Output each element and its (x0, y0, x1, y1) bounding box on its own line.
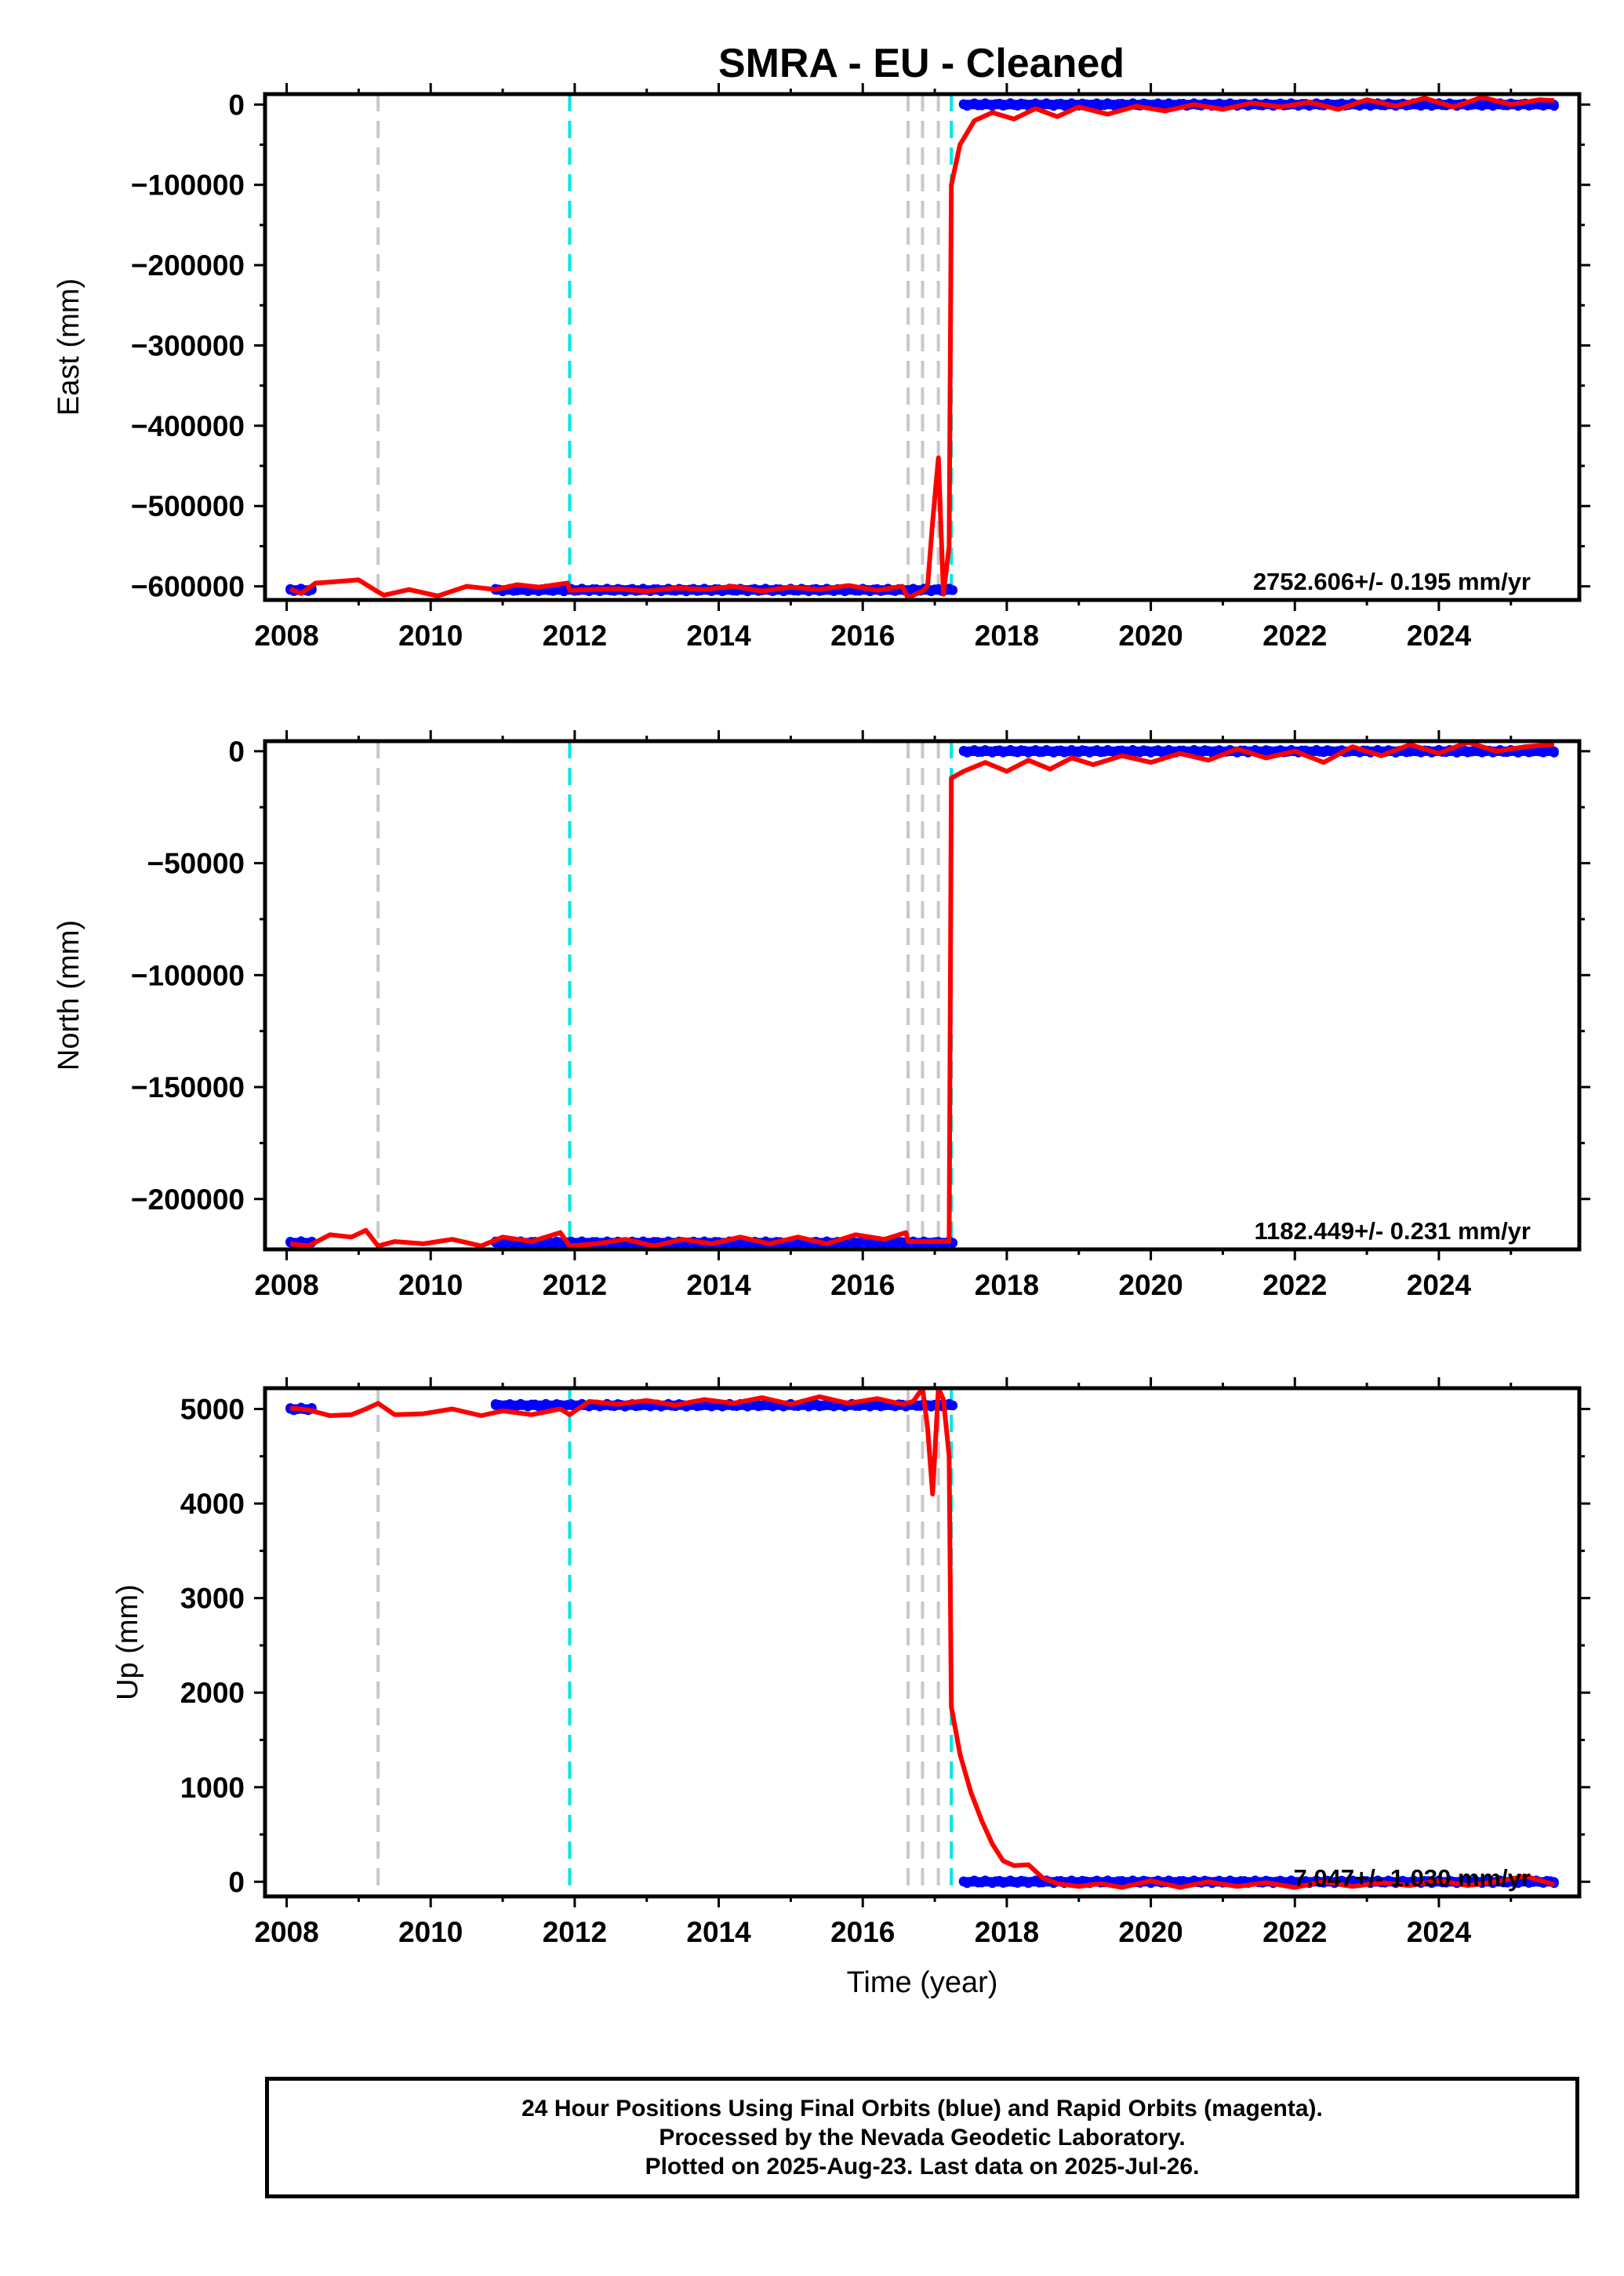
x-tick-label: 2022 (1263, 1269, 1327, 1301)
gps-timeseries-figure: 0−100000−200000−300000−400000−500000−600… (53, 41, 1590, 1999)
y-tick-label: −200000 (131, 1183, 245, 1216)
panel-east: 0 −100000 −200000 −300000 −400000 −500000 −600… (53, 83, 1590, 652)
plot-area-up (285, 1388, 1559, 1896)
y-tick-label: −100000 (131, 959, 245, 991)
x-tick-label: 2008 (254, 620, 318, 652)
y-tick-label: −150000 (131, 1071, 245, 1103)
x-tick-label: 2012 (543, 1269, 607, 1301)
y-tick-label: 5000 (180, 1394, 245, 1426)
x-tick-label: 2024 (1407, 620, 1472, 652)
x-tick-label: 2020 (1118, 620, 1183, 652)
y-tick-label: −400000 (131, 410, 245, 442)
panel-north: 0 −50000 −100000 −150000 −200000 2008 2010 2012… (53, 730, 1590, 1301)
footer-line-3: Plotted on 2025-Aug-23. Last data on 202… (645, 2154, 1200, 2180)
model-line-north (289, 741, 1555, 1249)
model-line-up (289, 1388, 1555, 1890)
final-orbit-point (1549, 747, 1559, 758)
x-tick-label: 2012 (543, 1916, 607, 1948)
y-tick-label: 2000 (180, 1677, 245, 1709)
y-tick-label: −500000 (131, 490, 245, 522)
x-axis-label: Time (year) (847, 1966, 998, 1999)
x-tick-label: 2024 (1407, 1269, 1472, 1301)
footer-caption-box: 24 Hour Positions Using Final Orbits (bl… (265, 2077, 1579, 2198)
x-tick-label: 2020 (1118, 1269, 1183, 1301)
x-tick-label: 2020 (1118, 1916, 1183, 1948)
y-tick-label: −200000 (131, 249, 245, 282)
plot-frame-north (263, 739, 1582, 1252)
x-tick-label: 2014 (686, 1916, 751, 1948)
plot-area-east (285, 94, 1559, 600)
y-tick-label: 0 (228, 1866, 245, 1898)
rate-label-east: 2752.606+/- 0.195 mm/yr (1253, 568, 1531, 595)
x-tick-label: 2016 (830, 620, 895, 652)
y-tick-label: 0 (228, 736, 245, 768)
x-tick-label: 2018 (975, 1916, 1039, 1948)
x-tick-label: 2022 (1263, 620, 1327, 652)
x-tick-label: 2012 (543, 620, 607, 652)
rate-label-up: 7.047+/- 1.030 mm/yr (1294, 1864, 1531, 1892)
plot-frame-up (263, 1386, 1582, 1899)
x-tick-label: 2024 (1407, 1916, 1472, 1948)
y-tick-label: −50000 (147, 848, 245, 880)
x-tick-label: 2018 (975, 1269, 1039, 1301)
y-tick-label: 0 (228, 89, 245, 121)
x-tick-label: 2008 (254, 1269, 318, 1301)
y-tick-label: −300000 (131, 329, 245, 362)
y-tick-label: −600000 (131, 571, 245, 603)
x-tick-label: 2016 (830, 1916, 895, 1948)
model-line-east (289, 95, 1555, 600)
x-tick-label: 2010 (398, 1916, 463, 1948)
plot-area-north (285, 741, 1559, 1249)
footer-line-1: 24 Hour Positions Using Final Orbits (bl… (521, 2096, 1323, 2121)
x-tick-label: 2014 (686, 1269, 751, 1301)
y-axis-label-north: North (mm) (53, 920, 85, 1071)
y-tick-label: 3000 (180, 1583, 245, 1615)
y-tick-label: −100000 (131, 169, 245, 202)
y-axis-label-east: East (mm) (53, 278, 85, 416)
x-tick-label: 2014 (686, 620, 751, 652)
y-tick-label: 4000 (180, 1488, 245, 1520)
panel-up: 5000 4000 3000 2000 1000 0 2008 2010 2012 2014 201… (111, 1377, 1590, 1948)
footer-line-2: Processed by the Nevada Geodetic Laborat… (659, 2125, 1186, 2151)
x-tick-label: 2008 (254, 1916, 318, 1948)
x-tick-label: 2010 (398, 620, 463, 652)
final-orbit-point (1549, 101, 1559, 111)
y-tick-label: 1000 (180, 1772, 245, 1804)
x-tick-label: 2018 (975, 620, 1039, 652)
x-tick-label: 2022 (1263, 1916, 1327, 1948)
y-axis-label-up: Up (mm) (111, 1584, 144, 1700)
final-orbit-point (948, 1401, 958, 1411)
x-tick-label: 2010 (398, 1269, 463, 1301)
final-orbit-point (948, 585, 958, 595)
x-tick-label: 2016 (830, 1269, 895, 1301)
plot-frame-east (263, 92, 1582, 602)
figure-title: SMRA - EU - Cleaned (718, 41, 1124, 86)
rate-label-north: 1182.449+/- 0.231 mm/yr (1255, 1217, 1531, 1245)
